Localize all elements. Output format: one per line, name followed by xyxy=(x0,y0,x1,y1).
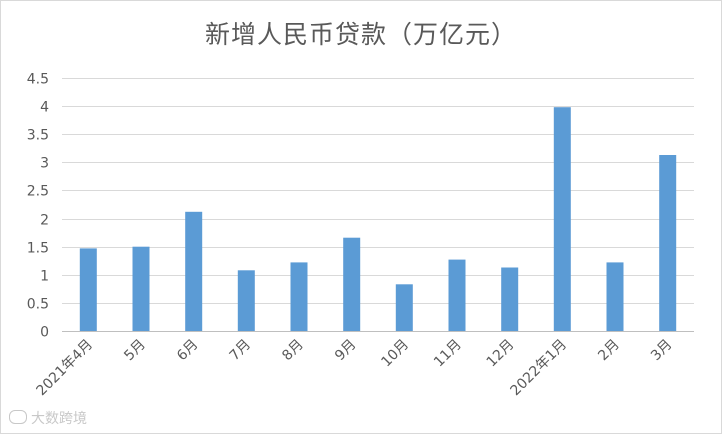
bar xyxy=(237,270,255,331)
y-tick-label: 3.5 xyxy=(27,128,49,144)
bar-layer xyxy=(79,107,677,331)
y-tick-label: 0.5 xyxy=(27,297,49,313)
bar xyxy=(606,262,624,331)
y-tick-label: 1.5 xyxy=(27,241,49,257)
y-tick-label: 1 xyxy=(40,269,49,285)
bar xyxy=(448,259,466,331)
bar xyxy=(290,262,308,331)
bar xyxy=(395,284,413,331)
x-tick-label: 11月 xyxy=(431,337,465,371)
bar xyxy=(501,267,519,331)
watermark-text: 大数跨境 xyxy=(31,411,87,427)
x-tick-label: 9月 xyxy=(332,337,360,365)
bar xyxy=(132,246,150,331)
x-tick-label: 12月 xyxy=(484,337,518,371)
y-tick-label: 0 xyxy=(40,325,49,341)
x-tick-label: 5月 xyxy=(121,337,149,365)
y-tick-label: 2.5 xyxy=(27,184,49,200)
x-tick-label: 2021年4月 xyxy=(34,337,97,400)
bar xyxy=(185,211,203,331)
y-tick-label: 3 xyxy=(40,156,49,172)
y-tick-label: 2 xyxy=(40,213,49,229)
x-tick-label: 7月 xyxy=(227,337,255,365)
x-tick-label: 10月 xyxy=(378,337,412,371)
y-tick-label: 4.5 xyxy=(27,72,49,88)
bar xyxy=(343,237,361,331)
bar xyxy=(659,155,677,331)
grid-layer xyxy=(62,78,694,332)
x-tick-label: 6月 xyxy=(174,337,202,365)
chart-title: 新增人民币贷款（万亿元） xyxy=(204,20,517,49)
watermark-logo-icon xyxy=(9,410,27,424)
bar xyxy=(553,107,571,331)
x-tick-label: 8月 xyxy=(279,337,307,365)
x-tick-label: 2月 xyxy=(595,337,623,365)
x-tick-label: 3月 xyxy=(648,337,676,365)
y-tick-label: 4 xyxy=(40,100,49,116)
watermark: 大数跨境 xyxy=(9,408,87,428)
x-tick-label: 2022年1月 xyxy=(508,337,571,400)
y-axis-ticks: 0 0.5 1 1.5 2 2.5 3 3.5 4 4.5 xyxy=(27,72,49,341)
bar xyxy=(79,248,97,331)
